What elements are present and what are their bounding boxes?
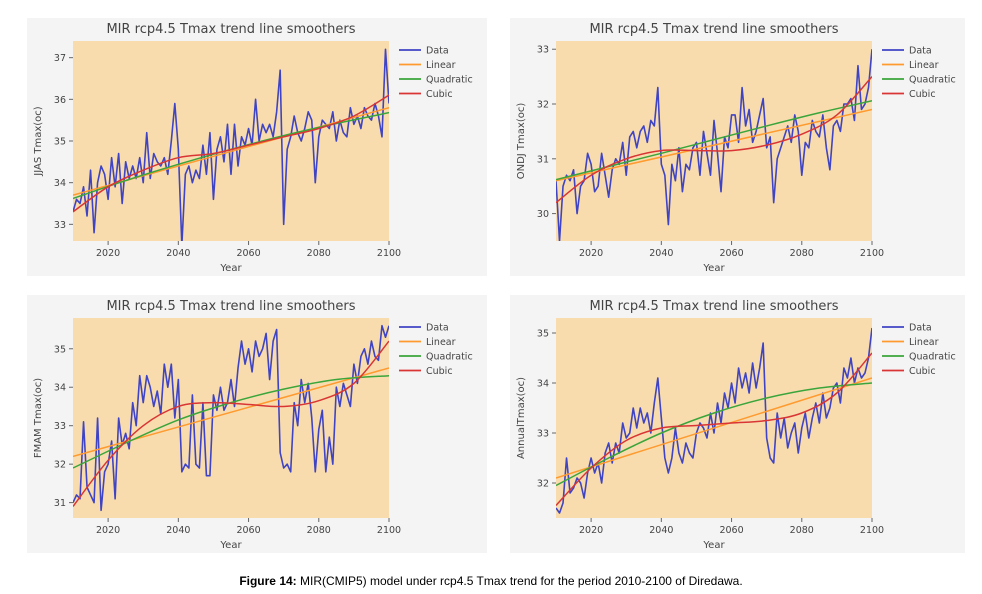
- series-line-quadratic: [556, 382, 872, 487]
- legend-label-linear: Linear: [909, 60, 939, 71]
- x-tick-label: 2040: [649, 248, 673, 259]
- y-tick-label: 37: [54, 53, 66, 64]
- y-tick-label: 35: [537, 329, 549, 340]
- x-tick-label: 2100: [860, 525, 884, 536]
- legend-label-data: Data: [909, 323, 932, 334]
- x-tick-label: 2040: [166, 525, 190, 536]
- x-tick-label: 2080: [307, 525, 331, 536]
- x-tick-label: 2060: [236, 248, 260, 259]
- y-tick-label: 35: [54, 344, 66, 355]
- x-tick-label: 2100: [377, 525, 401, 536]
- plot-area: [73, 318, 389, 518]
- chart-title: MIR rcp4.5 Tmax trend line smoothers: [106, 299, 355, 314]
- y-tick-label: 33: [537, 429, 549, 440]
- legend-label-cubic: Cubic: [426, 89, 453, 100]
- y-axis-title: ONDJ Tmax(oc): [516, 103, 527, 180]
- figure-caption: Figure 14: MIR(CMIP5) model under rcp4.5…: [0, 574, 982, 588]
- legend-label-linear: Linear: [426, 60, 456, 71]
- legend-label-data: Data: [426, 323, 449, 334]
- series-line-cubic: [73, 94, 389, 213]
- figure-caption-label: Figure 14:: [239, 574, 297, 588]
- legend-label-cubic: Cubic: [909, 366, 936, 377]
- x-axis-title: Year: [219, 540, 242, 551]
- legend-label-linear: Linear: [909, 337, 939, 348]
- x-tick-label: 2020: [96, 525, 120, 536]
- x-tick-label: 2020: [96, 248, 120, 259]
- y-tick-label: 34: [537, 379, 549, 390]
- y-tick-label: 32: [537, 100, 549, 111]
- series-line-data: [556, 327, 872, 514]
- series-line-linear: [556, 377, 872, 479]
- series-group: [556, 49, 872, 241]
- x-tick-label: 2060: [236, 525, 260, 536]
- chart-panel-jjas: MIR rcp4.5 Tmax trend line smoothers 33 34…: [27, 18, 487, 276]
- series-line-data: [73, 324, 389, 512]
- y-tick-label: 33: [54, 220, 66, 231]
- y-tick-label: 33: [537, 45, 549, 56]
- figure-caption-text: MIR(CMIP5) model under rcp4.5 Tmax trend…: [296, 574, 743, 588]
- x-tick-label: 2100: [860, 248, 884, 259]
- y-tick-label: 31: [537, 154, 549, 165]
- x-tick-label: 2080: [790, 525, 814, 536]
- x-tick-label: 2060: [719, 248, 743, 259]
- x-tick-label: 2020: [579, 248, 603, 259]
- series-group: [73, 324, 389, 512]
- legend-label-data: Data: [426, 46, 449, 57]
- series-line-linear: [556, 108, 872, 182]
- y-tick-label: 35: [54, 137, 66, 148]
- y-axis-title: AnnualTmax(oc): [516, 377, 527, 459]
- series-group: [556, 327, 872, 514]
- chart-title: MIR rcp4.5 Tmax trend line smoothers: [106, 22, 355, 37]
- legend-label-quadratic: Quadratic: [909, 352, 956, 363]
- chart-panel-fmam: MIR rcp4.5 Tmax trend line smoothers 31 32…: [27, 295, 487, 553]
- series-group: [73, 48, 389, 241]
- y-axis-title: FMAM Tmax(oc): [33, 378, 44, 458]
- y-tick-label: 31: [54, 498, 66, 509]
- y-tick-label: 32: [537, 479, 549, 490]
- chart-jjas: MIR rcp4.5 Tmax trend line smoothers 33 34…: [33, 22, 473, 274]
- legend-label-cubic: Cubic: [909, 89, 936, 100]
- chart-ondj: MIR rcp4.5 Tmax trend line smoothers 30 31…: [516, 22, 956, 274]
- x-tick-label: 2040: [649, 525, 673, 536]
- y-tick-label: 30: [537, 209, 549, 220]
- series-line-data: [73, 48, 389, 241]
- y-tick-label: 36: [54, 95, 66, 106]
- legend-label-quadratic: Quadratic: [426, 352, 473, 363]
- x-tick-label: 2060: [719, 525, 743, 536]
- legend-label-data: Data: [909, 46, 932, 57]
- x-axis-title: Year: [219, 263, 242, 274]
- chart-annual: MIR rcp4.5 Tmax trend line smoothers 32 33…: [516, 299, 956, 551]
- y-axis-title: JJAS Tmax(oc): [33, 106, 44, 177]
- chart-panel-annual: MIR rcp4.5 Tmax trend line smoothers 32 33…: [510, 295, 965, 553]
- y-tick-label: 32: [54, 460, 66, 471]
- y-tick-label: 34: [54, 178, 66, 189]
- series-line-data: [556, 49, 872, 241]
- x-tick-label: 2100: [377, 248, 401, 259]
- x-axis-title: Year: [702, 540, 725, 551]
- chart-panel-ondj: MIR rcp4.5 Tmax trend line smoothers 30 31…: [510, 18, 965, 276]
- x-axis-title: Year: [702, 263, 725, 274]
- plot-area: [73, 41, 389, 241]
- plot-area: [556, 318, 872, 518]
- chart-fmam: MIR rcp4.5 Tmax trend line smoothers 31 32…: [33, 299, 473, 551]
- plot-area: [556, 41, 872, 241]
- chart-title: MIR rcp4.5 Tmax trend line smoothers: [589, 22, 838, 37]
- legend-label-quadratic: Quadratic: [426, 75, 473, 86]
- series-line-cubic: [73, 340, 389, 507]
- legend-label-linear: Linear: [426, 337, 456, 348]
- legend-label-cubic: Cubic: [426, 366, 453, 377]
- x-tick-label: 2040: [166, 248, 190, 259]
- series-line-cubic: [556, 352, 872, 507]
- series-line-cubic: [556, 76, 872, 204]
- x-tick-label: 2080: [307, 248, 331, 259]
- chart-title: MIR rcp4.5 Tmax trend line smoothers: [589, 299, 838, 314]
- x-tick-label: 2020: [579, 525, 603, 536]
- y-tick-label: 34: [54, 383, 66, 394]
- legend-label-quadratic: Quadratic: [909, 75, 956, 86]
- x-tick-label: 2080: [790, 248, 814, 259]
- y-tick-label: 33: [54, 421, 66, 432]
